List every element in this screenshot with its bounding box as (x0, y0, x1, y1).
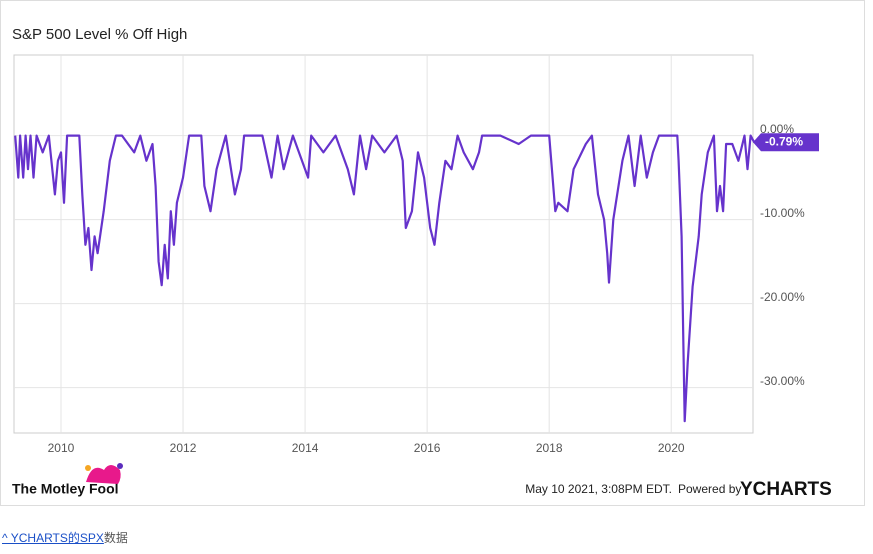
x-tick-label: 2014 (292, 441, 319, 455)
powered-by: Powered by (678, 482, 741, 496)
brand: The Motley Fool (12, 481, 119, 497)
x-tick-label: 2020 (658, 441, 685, 455)
callout-box (753, 133, 819, 152)
x-tick-label: 2018 (536, 441, 563, 455)
timestamp: May 10 2021, 3:08PM EDT. (525, 482, 672, 496)
brand-icon (85, 463, 123, 484)
link[interactable]: ^ YCHARTS的SPX (2, 531, 104, 545)
card (0, 0, 865, 506)
chart-title: S&P 500 Level % Off High (12, 26, 187, 43)
y-tick-label: 0.00% (760, 122, 794, 136)
source-link: ^ YCHARTS的SPX数据 (2, 529, 128, 546)
line-series (14, 134, 756, 423)
link-suffix: 数据 (103, 531, 128, 545)
y-tick-label: -10.00% (760, 206, 805, 220)
x-tick-label: 2016 (414, 441, 441, 455)
provider-logo: YCHARTS (740, 479, 832, 500)
callout-label: -0.79% (765, 134, 803, 148)
chart: S&P 500 Level % Off High The Motley Fool… (0, 0, 865, 506)
x-tick-label: 2012 (170, 441, 197, 455)
y-tick-label: -30.00% (760, 374, 805, 388)
y-tick-label: -20.00% (760, 290, 805, 304)
plot-frame (13, 54, 754, 434)
x-tick-label: 2010 (48, 441, 75, 455)
